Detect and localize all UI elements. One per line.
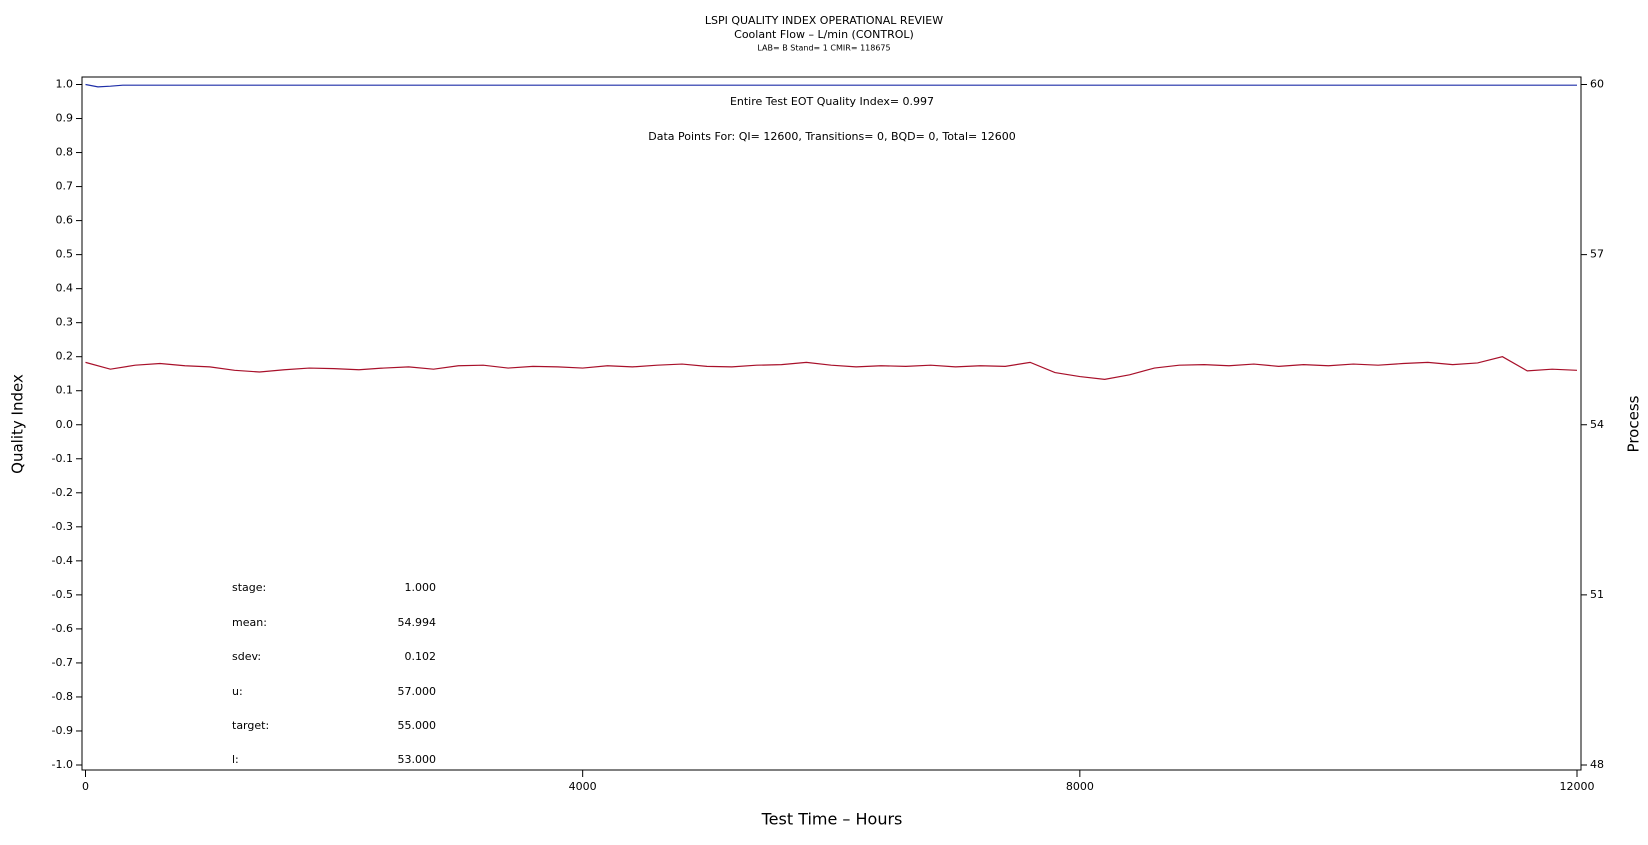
y-tick-label: -0.4	[52, 554, 73, 567]
y-tick-label: 0.0	[56, 418, 74, 431]
y-tick-label: -0.3	[52, 520, 73, 533]
stat-label: mean:	[232, 616, 267, 629]
y-tick-label: 0.7	[56, 180, 74, 193]
y-tick-label: -0.5	[52, 588, 73, 601]
stat-value: 54.994	[398, 616, 437, 629]
stat-value: 1.000	[405, 581, 437, 594]
series-line	[85, 83, 1577, 88]
y-tick-label: 0.3	[56, 316, 74, 329]
chart-title: LSPI QUALITY INDEX OPERATIONAL REVIEW	[705, 14, 943, 27]
y-tick-label: 0.8	[56, 146, 74, 159]
y-tick-label: -0.9	[52, 724, 73, 737]
stat-label: target:	[232, 719, 269, 732]
y2-tick-label: 51	[1590, 588, 1604, 601]
y2-tick-label: 60	[1590, 78, 1604, 91]
stat-label: l:	[232, 753, 239, 766]
y2-tick-label: 57	[1590, 248, 1604, 261]
y2-axis-title: Process	[1625, 395, 1643, 452]
y-axis-title: Quality Index	[9, 374, 27, 474]
x-tick-label: 0	[82, 780, 89, 793]
y-tick-label: -0.6	[52, 622, 73, 635]
y-tick-label: 1.0	[56, 78, 74, 91]
y-tick-label: 0.2	[56, 350, 74, 363]
stat-value: 53.000	[398, 753, 437, 766]
plot-frame	[81, 76, 1582, 771]
stat-value: 55.000	[398, 719, 437, 732]
y-tick-label: -0.1	[52, 452, 73, 465]
chart-caption: LAB= B Stand= 1 CMIR= 118675	[757, 44, 890, 53]
stat-label: sdev:	[232, 650, 261, 663]
y-tick-label: -0.2	[52, 486, 73, 499]
x-tick-label: 12000	[1560, 780, 1595, 793]
stat-label: u:	[232, 685, 243, 698]
y2-tick-label: 48	[1590, 758, 1604, 771]
y-tick-label: 0.9	[56, 112, 74, 125]
series-line	[85, 356, 1578, 380]
y2-tick-label: 54	[1590, 418, 1604, 431]
y-tick-label: 0.4	[56, 282, 74, 295]
y-tick-label: -0.8	[52, 690, 73, 703]
x-tick-label: 4000	[569, 780, 597, 793]
y-tick-label: -0.7	[52, 656, 73, 669]
annotation: Entire Test EOT Quality Index= 0.997	[730, 95, 934, 108]
y-tick-label: -1.0	[52, 758, 73, 771]
chart-subtitle: Coolant Flow – L/min (CONTROL)	[734, 28, 914, 41]
stat-label: stage:	[232, 581, 266, 594]
stat-value: 0.102	[405, 650, 437, 663]
stat-value: 57.000	[398, 685, 437, 698]
annotation: Data Points For: QI= 12600, Transitions=…	[648, 130, 1016, 143]
y-tick-label: 0.5	[56, 248, 74, 261]
y-tick-label: 0.6	[56, 214, 74, 227]
x-axis-title: Test Time – Hours	[761, 810, 903, 829]
y-tick-label: 0.1	[56, 384, 74, 397]
x-tick-label: 8000	[1066, 780, 1094, 793]
